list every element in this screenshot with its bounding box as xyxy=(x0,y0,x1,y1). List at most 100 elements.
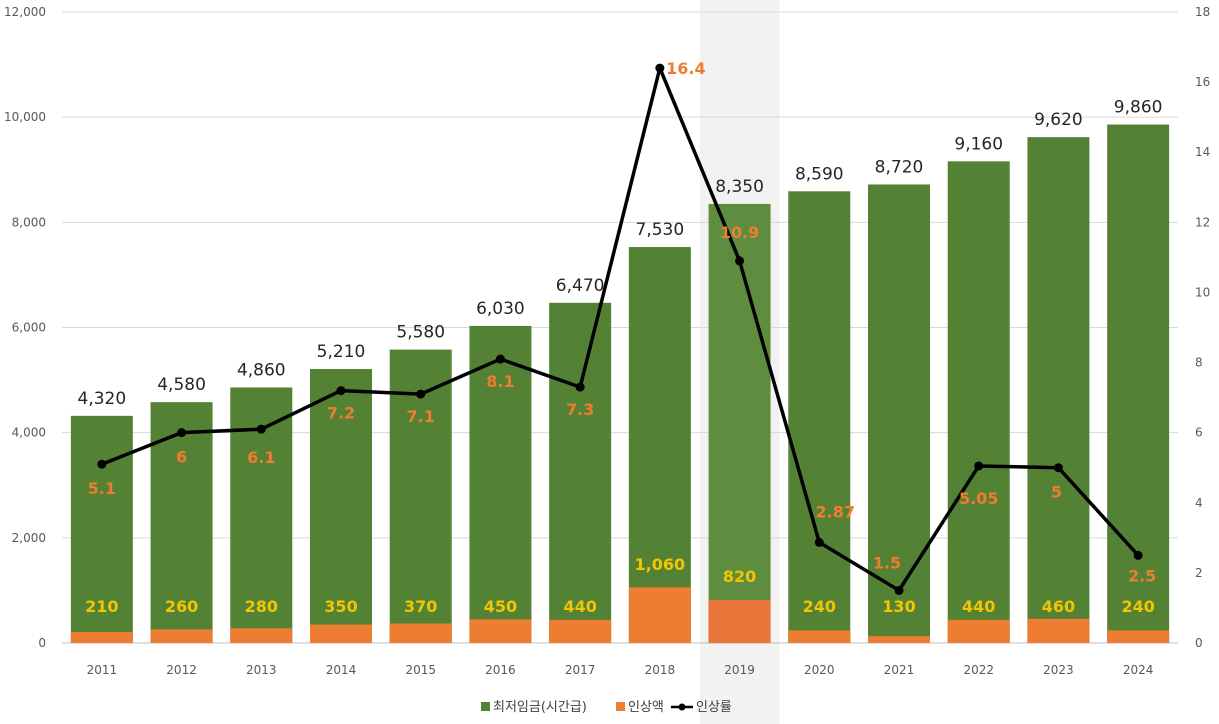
y-tick-label: 8,000 xyxy=(12,215,46,229)
legend-label-wage: 최저임금(시간급) xyxy=(493,700,587,715)
rate-point xyxy=(256,424,266,434)
y2-tick-label: 0 xyxy=(1195,636,1203,650)
wage-value-label: 6,470 xyxy=(556,276,605,296)
rate-line xyxy=(97,63,1143,595)
y2-tick-label: 2 xyxy=(1195,566,1203,580)
rate-point xyxy=(1133,550,1143,560)
wage-bar xyxy=(788,191,851,643)
x-tick-label: 2012 xyxy=(166,663,197,677)
increase-bar xyxy=(868,636,930,643)
increase-bar xyxy=(230,628,293,643)
rate-value-label: 5.05 xyxy=(959,489,998,508)
x-tick-label: 2023 xyxy=(1043,663,1074,677)
rate-point xyxy=(177,428,187,438)
y2-tick-label: 12 xyxy=(1195,215,1210,229)
increase-bar xyxy=(628,587,691,643)
y-tick-label: 2,000 xyxy=(12,531,46,545)
wage-value-label: 9,620 xyxy=(1034,110,1083,130)
wage-bar xyxy=(708,203,771,643)
increase-bar xyxy=(947,619,1010,643)
data-labels: 4,320 210 5.1 4,580 260 6 4,860 280 6.1 5,210 350 7… xyxy=(78,59,1163,616)
wage-value-label: 7,530 xyxy=(636,220,685,240)
x-tick-label: 2024 xyxy=(1123,663,1154,677)
wage-value-label: 8,350 xyxy=(715,177,764,197)
wage-bar xyxy=(1027,137,1090,644)
increase-value-label: 240 xyxy=(1121,597,1154,616)
increase-value-label: 440 xyxy=(563,597,596,616)
rate-point xyxy=(97,459,107,469)
wage-bar xyxy=(469,325,532,643)
x-tick-label: 2016 xyxy=(485,663,516,677)
x-tick-label: 2015 xyxy=(405,663,436,677)
increase-value-label: 450 xyxy=(484,597,517,616)
wage-value-label: 8,590 xyxy=(795,164,844,184)
increase-value-label: 210 xyxy=(85,597,118,616)
legend-swatch-increase xyxy=(616,702,625,711)
rate-value-label: 7.1 xyxy=(407,407,435,426)
x-tick-label: 2019 xyxy=(724,663,755,677)
increase-value-label: 370 xyxy=(404,597,437,616)
rate-value-label: 16.4 xyxy=(666,59,705,78)
x-tick-label: 2017 xyxy=(565,663,596,677)
x-tick-label: 2018 xyxy=(645,663,676,677)
increase-value-label: 460 xyxy=(1042,597,1075,616)
right-axis-ticks: 0 2 4 6 8 10 12 14 16 18 xyxy=(1195,5,1210,650)
wage-value-label: 5,210 xyxy=(317,342,366,362)
wage-value-label: 8,720 xyxy=(875,157,924,177)
wage-value-label: 6,030 xyxy=(476,299,525,319)
y-tick-label: 10,000 xyxy=(4,110,46,124)
wage-bar xyxy=(549,302,612,643)
wage-bar xyxy=(70,415,133,643)
rate-value-label: 5 xyxy=(1051,483,1062,502)
increase-bar xyxy=(310,624,372,643)
y-tick-label: 12,000 xyxy=(4,5,46,19)
increase-bar xyxy=(549,619,612,643)
increase-bar xyxy=(1107,630,1170,643)
y2-tick-label: 18 xyxy=(1195,5,1210,19)
rate-value-label: 7.2 xyxy=(327,404,355,423)
rate-polyline xyxy=(101,66,1140,593)
increase-value-label: 130 xyxy=(882,597,915,616)
legend-label-rate: 인상률 xyxy=(696,700,732,715)
y-tick-label: 4,000 xyxy=(12,426,46,440)
rate-value-label: 7.3 xyxy=(566,400,594,419)
y2-tick-label: 8 xyxy=(1195,356,1203,370)
rate-value-label: 10.9 xyxy=(720,223,759,242)
rate-value-label: 6.1 xyxy=(247,448,275,467)
y2-tick-label: 4 xyxy=(1195,496,1203,510)
increase-value-label: 440 xyxy=(962,597,995,616)
increase-bar xyxy=(1027,618,1090,643)
increase-value-label: 350 xyxy=(324,597,357,616)
wage-value-label: 9,160 xyxy=(954,134,1003,154)
x-tick-label: 2014 xyxy=(326,663,357,677)
rate-point xyxy=(974,461,984,471)
legend-label-increase: 인상액 xyxy=(628,700,664,715)
left-axis-ticks: 0 2,000 4,000 6,000 8,000 10,000 12,000 xyxy=(4,5,46,650)
x-tick-label: 2021 xyxy=(884,663,915,677)
x-tick-label: 2011 xyxy=(87,663,118,677)
increase-value-label: 820 xyxy=(723,567,756,586)
rate-value-label: 2.5 xyxy=(1128,566,1156,585)
wage-bar xyxy=(1107,124,1170,644)
increase-value-label: 240 xyxy=(803,597,836,616)
wage-bar xyxy=(628,247,691,644)
legend-marker-rate xyxy=(678,703,686,711)
increase-bar xyxy=(788,630,851,643)
y2-tick-label: 16 xyxy=(1195,75,1210,89)
increase-value-label: 260 xyxy=(165,597,198,616)
y2-tick-label: 10 xyxy=(1195,285,1210,299)
legend: 최저임금(시간급) 인상액 인상률 xyxy=(481,700,732,715)
increase-bar xyxy=(469,619,532,643)
rate-point xyxy=(495,354,505,364)
x-tick-label: 2013 xyxy=(246,663,277,677)
wage-value-label: 4,860 xyxy=(237,360,286,380)
rate-point xyxy=(735,256,745,266)
increase-value-label: 280 xyxy=(245,597,278,616)
rate-point xyxy=(814,537,824,547)
x-tick-label: 2020 xyxy=(804,663,835,677)
rate-point xyxy=(894,585,904,595)
rate-point xyxy=(416,389,426,399)
y-tick-label: 0 xyxy=(38,636,46,650)
increase-bar xyxy=(389,623,452,643)
gridlines xyxy=(62,11,1178,644)
